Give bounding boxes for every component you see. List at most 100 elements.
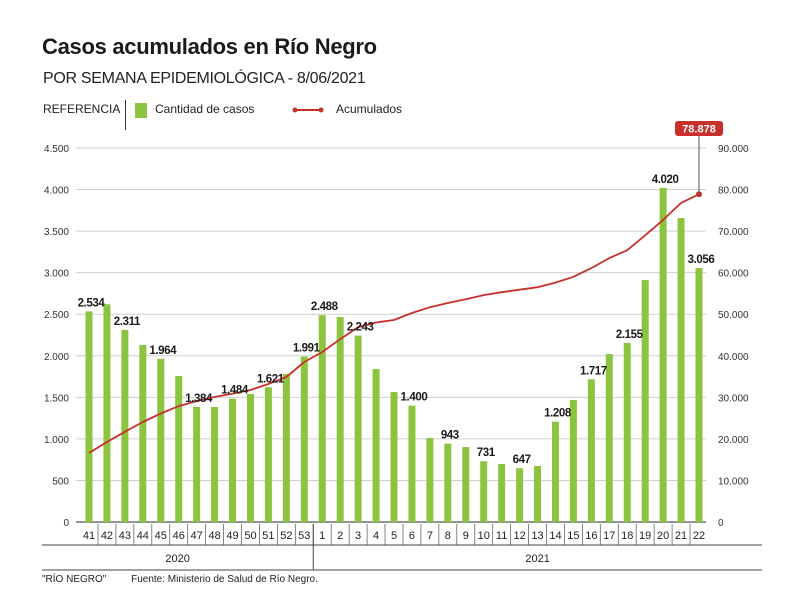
bar: [462, 447, 470, 522]
week-label: 9: [463, 530, 469, 542]
week-label: 22: [693, 530, 705, 542]
right-tick-label: 30.000: [718, 393, 749, 404]
bar: [336, 317, 344, 522]
accumulated-line: [88, 193, 700, 454]
week-label: 43: [119, 530, 131, 542]
right-tick-label: 40.000: [718, 352, 749, 363]
week-label: 15: [567, 530, 579, 542]
week-label: 45: [155, 530, 167, 542]
week-label: 42: [101, 530, 113, 542]
week-label: 18: [621, 530, 633, 542]
bar: [605, 354, 613, 522]
bar-data-label: 3.056: [688, 254, 715, 266]
bar: [229, 398, 237, 522]
bar: [677, 218, 685, 522]
footer-credit: "RÍO NEGRO": [42, 574, 107, 585]
bar: [426, 438, 434, 522]
bar-data-label: 2.488: [311, 301, 339, 313]
legend-reference-label: REFERENCIA: [43, 102, 121, 116]
week-label: 21: [675, 530, 687, 542]
bar-data-label: 943: [441, 430, 459, 442]
bar-data-label: 1.400: [401, 392, 428, 404]
week-label: 52: [280, 530, 292, 542]
right-tick-label: 90.000: [718, 144, 749, 155]
bar-data-label: 1.208: [544, 408, 572, 420]
bar: [480, 461, 488, 522]
bar: [444, 443, 452, 522]
legend-bar-swatch: [135, 103, 147, 118]
left-tick-label: 4.500: [44, 144, 69, 155]
bar-data-label: 2.243: [347, 322, 374, 334]
bar-data-label: 731: [477, 447, 496, 459]
bar: [551, 421, 559, 522]
bar: [408, 405, 416, 522]
chart-subtitle: POR SEMANA EPIDEMIOLÓGICA - 8/06/2021: [43, 70, 366, 87]
bar: [246, 394, 254, 522]
week-label: 50: [244, 530, 256, 542]
week-label: 8: [445, 530, 451, 542]
bar-data-label: 4.020: [652, 174, 679, 186]
week-label: 6: [409, 530, 415, 542]
bar: [318, 315, 326, 522]
bar: [282, 374, 290, 522]
footer-source: Fuente: Ministerio de Salud de Río Negro…: [131, 574, 318, 585]
bar: [175, 375, 183, 522]
bar-data-label: 1.384: [185, 393, 213, 405]
callout-badge: [675, 121, 723, 136]
legend-line-icon: [292, 107, 324, 113]
bar: [534, 465, 542, 522]
week-label: 17: [603, 530, 615, 542]
week-label: 10: [478, 530, 490, 542]
week-label: 1: [319, 530, 325, 542]
week-label: 11: [496, 530, 507, 542]
bar: [139, 344, 147, 522]
legend-line-label: Acumulados: [336, 102, 403, 116]
callout-value: 78.878: [682, 124, 716, 136]
left-tick-label: 0: [63, 518, 69, 529]
week-label: 19: [639, 530, 651, 542]
bar: [300, 356, 308, 522]
bar-data-label: 1.621: [257, 373, 285, 385]
bar: [623, 342, 631, 522]
bar-data-label: 1.991: [293, 343, 321, 355]
bar: [121, 329, 129, 522]
bar-data-label: 1.964: [149, 345, 177, 357]
week-label: 44: [137, 530, 149, 542]
right-tick-label: 10.000: [718, 476, 749, 487]
chart-title: Casos acumulados en Río Negro: [42, 34, 377, 59]
bar: [193, 406, 201, 522]
year-label: 2020: [165, 553, 189, 565]
bar-data-label: 1.717: [580, 365, 607, 377]
bar-data-label: 2.534: [78, 297, 106, 309]
week-label: 16: [585, 530, 597, 542]
bar-data-label: 1.484: [221, 385, 249, 397]
left-tick-label: 500: [52, 476, 69, 487]
left-tick-label: 1.000: [44, 435, 69, 446]
left-tick-label: 3.000: [44, 269, 69, 280]
week-label: 13: [531, 530, 543, 542]
bar: [85, 311, 93, 522]
week-label: 3: [355, 530, 361, 542]
week-label: 41: [83, 530, 95, 542]
bar: [569, 399, 577, 522]
week-label: 20: [657, 530, 669, 542]
bar: [264, 387, 272, 522]
footer: "RÍO NEGRO" Fuente: Ministerio de Salud …: [42, 574, 340, 585]
bar: [372, 369, 380, 522]
week-label: 7: [427, 530, 433, 542]
week-label: 51: [262, 530, 274, 542]
right-tick-label: 70.000: [718, 227, 749, 238]
bar: [157, 358, 165, 522]
bar: [659, 187, 667, 523]
year-label: 2021: [525, 553, 549, 565]
left-tick-label: 1.500: [44, 393, 69, 404]
bar: [641, 280, 649, 522]
bar: [103, 304, 111, 522]
bar: [354, 335, 362, 522]
right-tick-label: 60.000: [718, 269, 749, 280]
week-label: 5: [391, 530, 397, 542]
bar-data-label: 2.311: [114, 316, 141, 328]
week-label: 49: [226, 530, 238, 542]
bar: [211, 406, 219, 522]
